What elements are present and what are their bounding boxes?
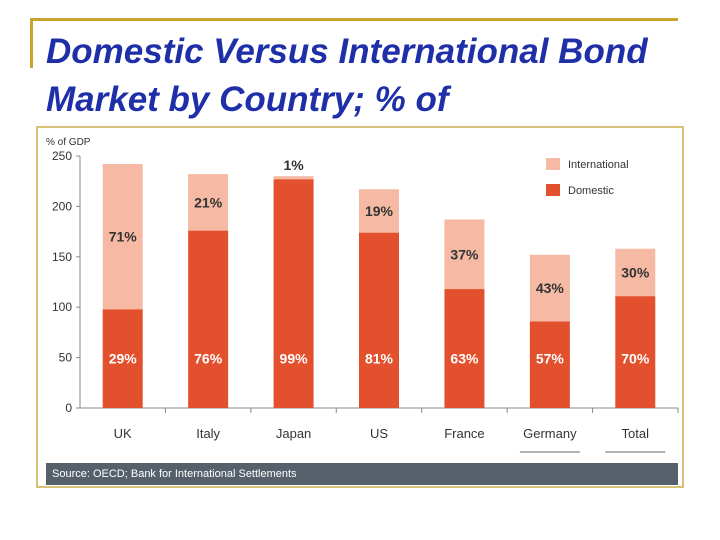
data-label-international: 19% bbox=[365, 203, 394, 219]
data-label-international: 21% bbox=[194, 194, 223, 210]
bar-domestic-us bbox=[359, 232, 399, 408]
data-label-domestic: 70% bbox=[621, 351, 650, 367]
data-label-international: 43% bbox=[536, 280, 565, 296]
y-tick-label: 150 bbox=[52, 250, 72, 264]
x-tick-label: US bbox=[370, 426, 388, 441]
chart-frame: % of GDP 250 200 150 100 50 0 29% 71% UK 76% 21% Ita… bbox=[36, 126, 684, 488]
x-tick-label: France bbox=[444, 426, 484, 441]
bar-domestic-france bbox=[444, 289, 485, 408]
data-label-domestic: 57% bbox=[536, 351, 565, 367]
x-tick-label: Germany bbox=[523, 426, 577, 441]
bar-international-uk bbox=[102, 164, 143, 310]
x-tick-label: UK bbox=[114, 426, 132, 441]
bar-domestic-italy bbox=[188, 230, 229, 408]
bar-international-germany bbox=[529, 254, 570, 322]
bar-international-us bbox=[359, 189, 399, 233]
y-tick-label: 50 bbox=[59, 351, 73, 365]
bar-domestic-germany bbox=[529, 321, 570, 408]
bar-international-japan bbox=[273, 176, 314, 180]
data-label-domestic: 99% bbox=[280, 351, 309, 367]
data-label-international: 1% bbox=[283, 157, 304, 173]
bar-international-total bbox=[615, 248, 656, 297]
data-label-international: 37% bbox=[450, 246, 479, 262]
bar-international-france bbox=[444, 219, 485, 290]
y-tick-label: 200 bbox=[52, 199, 72, 213]
x-tick-label: Total bbox=[622, 426, 650, 441]
bar-domestic-japan bbox=[273, 179, 314, 408]
y-tick-label: 250 bbox=[52, 149, 72, 163]
chart-source: Source: OECD; Bank for International Set… bbox=[46, 463, 678, 485]
legend-swatch-domestic bbox=[546, 184, 560, 196]
y-tick-label: 100 bbox=[52, 300, 72, 314]
x-tick-label: Japan bbox=[276, 426, 311, 441]
bar-international-italy bbox=[188, 174, 229, 231]
data-label-domestic: 81% bbox=[365, 351, 394, 367]
legend-swatch-international bbox=[546, 158, 560, 170]
title-rule-left bbox=[30, 18, 33, 68]
legend-label-domestic: Domestic bbox=[568, 185, 614, 197]
slide-title: Domestic Versus International Bond Marke… bbox=[46, 32, 648, 119]
data-label-domestic: 63% bbox=[450, 351, 479, 367]
x-tick-label: Italy bbox=[196, 426, 220, 441]
bar-domestic-total bbox=[615, 296, 656, 408]
data-label-domestic: 76% bbox=[194, 351, 223, 367]
bar-domestic-uk bbox=[102, 309, 143, 408]
y-axis-label: % of GDP bbox=[46, 137, 91, 148]
title-rule-top bbox=[30, 18, 678, 21]
y-tick-label: 0 bbox=[65, 401, 72, 415]
legend-label-international: International bbox=[568, 159, 629, 171]
data-label-domestic: 29% bbox=[109, 351, 138, 367]
data-label-international: 30% bbox=[621, 264, 650, 280]
data-label-international: 71% bbox=[109, 229, 138, 245]
